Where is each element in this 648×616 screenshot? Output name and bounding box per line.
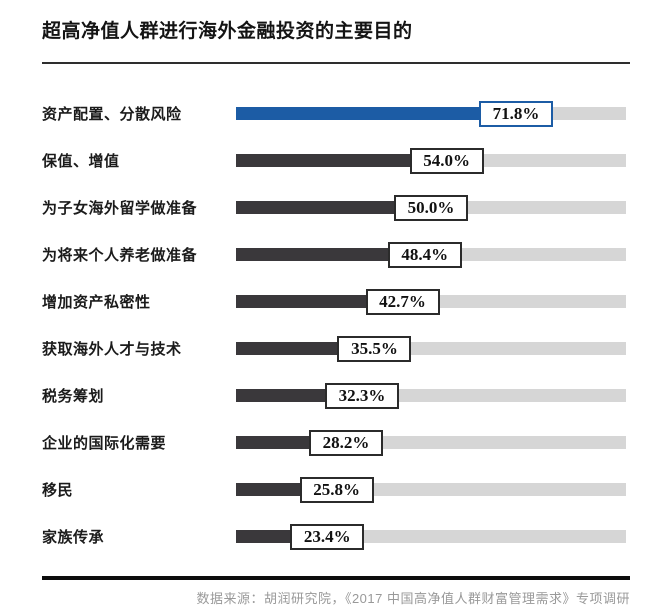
bar-row: 为将来个人养老做准备 48.4% <box>42 231 630 278</box>
bar-track: 48.4% <box>236 241 626 268</box>
value-label: 42.7% <box>379 292 426 311</box>
bar-track: 71.8% <box>236 100 626 127</box>
category-label: 资产配置、分散风险 <box>42 106 182 123</box>
value-label-box: 35.5% <box>337 335 412 362</box>
footer-divider <box>42 576 630 580</box>
chart-title: 超高净值人群进行海外金融投资的主要目的 <box>42 21 413 42</box>
value-label: 48.4% <box>401 245 449 264</box>
value-label: 32.3% <box>338 386 386 405</box>
value-label: 50.0% <box>407 198 455 217</box>
bar-row: 增加资产私密性 42.7% <box>42 278 630 325</box>
value-label-box: 48.4% <box>387 241 462 268</box>
bar-chart: 资产配置、分散风险 71.8% 保值、增值 54.0% 为子女海外留学做准备 5… <box>42 90 630 560</box>
bar-fill <box>236 201 431 214</box>
category-label: 为将来个人养老做准备 <box>42 247 198 264</box>
value-label: 71.8% <box>492 104 540 123</box>
bar-track: 35.5% <box>236 335 626 362</box>
bar-track: 28.2% <box>236 429 626 456</box>
value-label: 28.2% <box>322 433 370 452</box>
category-label: 获取海外人才与技术 <box>42 341 182 358</box>
bar-track: 32.3% <box>236 382 626 409</box>
bar-fill <box>236 107 517 120</box>
bar-row: 获取海外人才与技术 35.5% <box>42 325 630 372</box>
value-label-box: 28.2% <box>308 429 383 456</box>
bar-track: 42.7% <box>236 288 626 315</box>
category-label: 为子女海外留学做准备 <box>42 200 198 217</box>
bar-row: 为子女海外留学做准备 50.0% <box>42 184 630 231</box>
bar-track: 54.0% <box>236 147 626 174</box>
bar-track: 25.8% <box>236 476 626 503</box>
bar-fill <box>236 295 403 308</box>
bar-row: 税务筹划 32.3% <box>42 372 630 419</box>
category-label: 家族传承 <box>42 529 105 546</box>
bar-row: 保值、增值 54.0% <box>42 137 630 184</box>
category-label: 保值、增值 <box>42 153 120 170</box>
value-label-box: 71.8% <box>479 100 554 127</box>
value-label: 54.0% <box>423 151 470 170</box>
bar-fill <box>236 248 425 261</box>
data-source-text: 数据来源：胡润研究院，《2017 中国高净值人群财富管理需求》专项调研 <box>196 591 630 606</box>
bar-row: 资产配置、分散风险 71.8% <box>42 90 630 137</box>
value-label-box: 32.3% <box>324 382 399 409</box>
category-label: 移民 <box>42 482 74 499</box>
category-label: 增加资产私密性 <box>42 294 151 311</box>
value-label-box: 42.7% <box>365 288 440 315</box>
category-label: 税务筹划 <box>42 388 105 405</box>
bar-track: 50.0% <box>236 194 626 221</box>
bar-row: 企业的国际化需要 28.2% <box>42 419 630 466</box>
bar-track: 23.4% <box>236 523 626 550</box>
value-label: 25.8% <box>313 480 360 499</box>
title-divider <box>42 62 630 64</box>
value-label-box: 50.0% <box>394 194 468 221</box>
value-label-box: 23.4% <box>290 523 365 550</box>
value-label: 35.5% <box>351 339 398 358</box>
bar-row: 家族传承 23.4% <box>42 513 630 560</box>
value-label-box: 25.8% <box>299 476 374 503</box>
value-label: 23.4% <box>303 527 351 546</box>
value-label-box: 54.0% <box>409 147 484 174</box>
bar-row: 移民 25.8% <box>42 466 630 513</box>
category-label: 企业的国际化需要 <box>42 435 167 452</box>
bar-fill <box>236 154 447 167</box>
